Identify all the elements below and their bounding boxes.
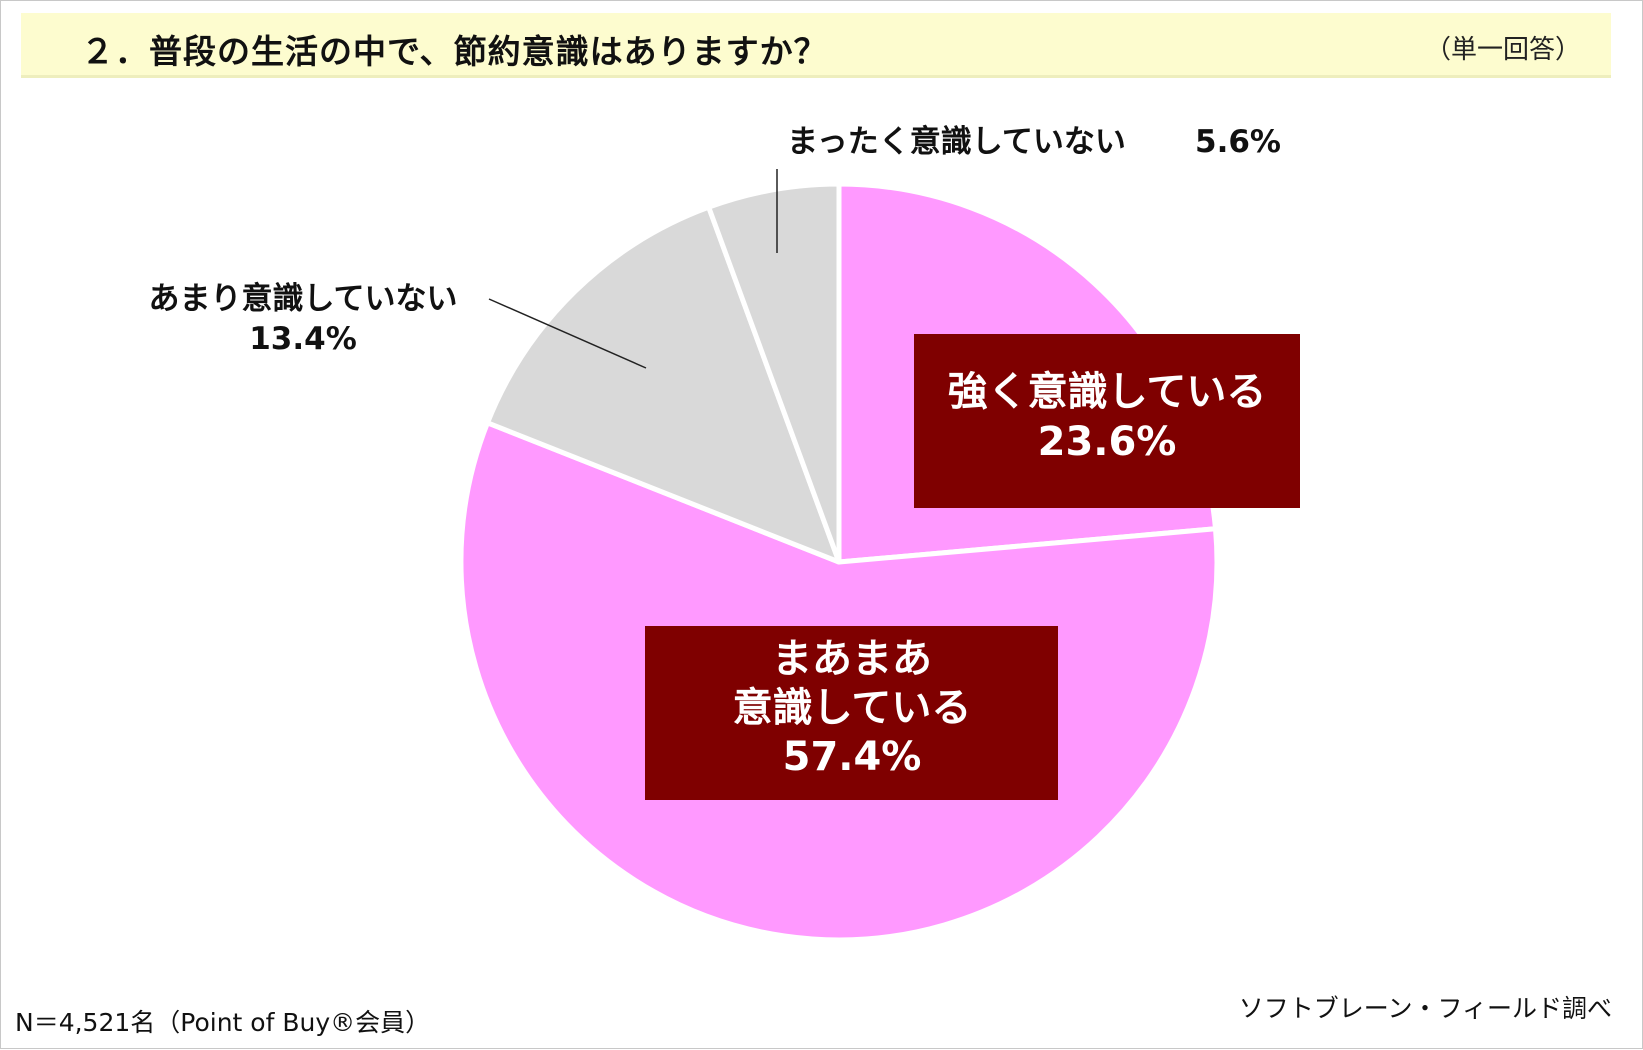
chart-title: ２．普段の生活の中で、節約意識はありますか？	[81, 32, 828, 71]
value-not-at-all: 5.6%	[1195, 124, 1281, 160]
label-not-at-all: まったく意識していない	[787, 124, 1126, 160]
sample-size-note: N＝4,521名（Point of Buy®会員）	[15, 1008, 431, 1037]
label-box-strong	[914, 334, 1300, 508]
pie-slice-4	[706, 181, 842, 565]
value-moderate-line-1: 57.4%	[783, 734, 922, 780]
pie-slice-3	[485, 204, 842, 565]
title-band: ２．普段の生活の中で、節約意識はありますか？ （単一回答）	[21, 13, 1611, 78]
answer-type-note: （単一回答）	[1424, 35, 1581, 65]
label-box-moderate	[645, 626, 1058, 800]
label-moderate-line-2: 意識している	[733, 685, 972, 731]
leader-line-not-much	[488, 298, 647, 369]
label-strong-line-1: 強く意識している	[948, 369, 1267, 415]
value-not-much-line-1: 13.4%	[249, 321, 357, 357]
label-not-much-line-1: あまり意識していない	[148, 281, 457, 317]
source-note: ソフトブレーン・フィールド調べ	[1238, 994, 1612, 1023]
label-moderate-line-1: まあまあ	[772, 636, 932, 682]
value-strong-line-1: 23.6%	[1038, 419, 1177, 465]
